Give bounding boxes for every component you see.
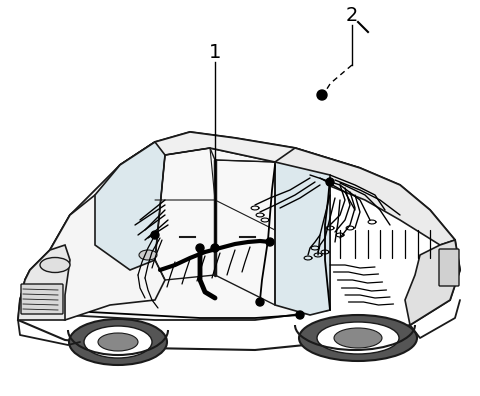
Circle shape bbox=[296, 311, 304, 319]
Circle shape bbox=[151, 231, 159, 239]
Ellipse shape bbox=[98, 333, 138, 351]
Ellipse shape bbox=[69, 319, 167, 365]
Polygon shape bbox=[18, 245, 70, 320]
Polygon shape bbox=[20, 195, 165, 320]
Text: 2: 2 bbox=[346, 6, 358, 25]
Circle shape bbox=[256, 298, 264, 306]
Ellipse shape bbox=[317, 322, 399, 354]
Ellipse shape bbox=[139, 250, 157, 260]
Circle shape bbox=[317, 90, 327, 100]
Polygon shape bbox=[18, 132, 460, 350]
Polygon shape bbox=[275, 148, 455, 245]
Polygon shape bbox=[20, 142, 330, 320]
Circle shape bbox=[196, 244, 204, 252]
Ellipse shape bbox=[299, 315, 417, 361]
Polygon shape bbox=[95, 142, 165, 270]
FancyBboxPatch shape bbox=[21, 284, 63, 314]
Polygon shape bbox=[120, 132, 360, 175]
Ellipse shape bbox=[40, 257, 70, 272]
Circle shape bbox=[326, 178, 334, 186]
Polygon shape bbox=[405, 240, 460, 325]
FancyBboxPatch shape bbox=[439, 249, 459, 286]
Polygon shape bbox=[275, 162, 330, 315]
Circle shape bbox=[211, 244, 219, 252]
Text: 1: 1 bbox=[209, 42, 221, 61]
Ellipse shape bbox=[334, 328, 382, 348]
Ellipse shape bbox=[84, 326, 152, 358]
Circle shape bbox=[266, 238, 274, 246]
